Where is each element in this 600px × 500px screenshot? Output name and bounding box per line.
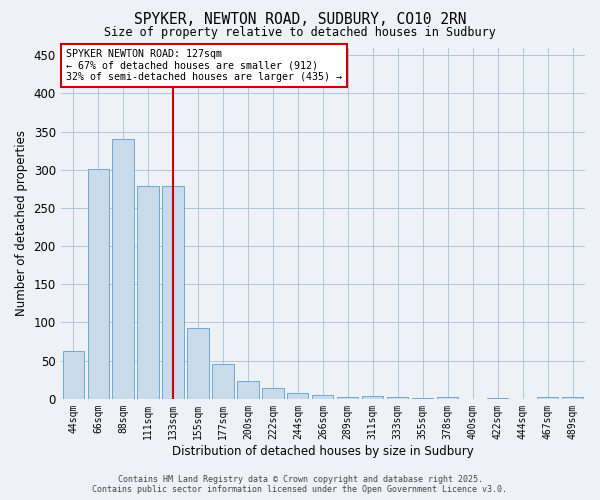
Bar bbox=[287, 394, 308, 399]
Bar bbox=[387, 398, 409, 399]
Bar bbox=[562, 396, 583, 399]
Bar bbox=[163, 186, 184, 399]
Bar bbox=[412, 398, 433, 399]
Bar bbox=[362, 396, 383, 399]
Bar bbox=[137, 186, 158, 399]
Bar bbox=[88, 169, 109, 399]
Bar bbox=[487, 398, 508, 399]
X-axis label: Distribution of detached houses by size in Sudbury: Distribution of detached houses by size … bbox=[172, 444, 474, 458]
Text: Size of property relative to detached houses in Sudbury: Size of property relative to detached ho… bbox=[104, 26, 496, 39]
Text: SPYKER NEWTON ROAD: 127sqm
← 67% of detached houses are smaller (912)
32% of sem: SPYKER NEWTON ROAD: 127sqm ← 67% of deta… bbox=[66, 50, 342, 82]
Bar bbox=[112, 139, 134, 399]
Bar bbox=[312, 395, 334, 399]
Bar bbox=[437, 398, 458, 399]
Bar bbox=[337, 396, 358, 399]
Bar bbox=[262, 388, 284, 399]
Text: Contains HM Land Registry data © Crown copyright and database right 2025.
Contai: Contains HM Land Registry data © Crown c… bbox=[92, 474, 508, 494]
Y-axis label: Number of detached properties: Number of detached properties bbox=[15, 130, 28, 316]
Bar bbox=[212, 364, 233, 399]
Bar bbox=[187, 328, 209, 399]
Bar bbox=[537, 398, 558, 399]
Bar bbox=[238, 382, 259, 399]
Bar bbox=[62, 350, 84, 399]
Text: SPYKER, NEWTON ROAD, SUDBURY, CO10 2RN: SPYKER, NEWTON ROAD, SUDBURY, CO10 2RN bbox=[134, 12, 466, 28]
